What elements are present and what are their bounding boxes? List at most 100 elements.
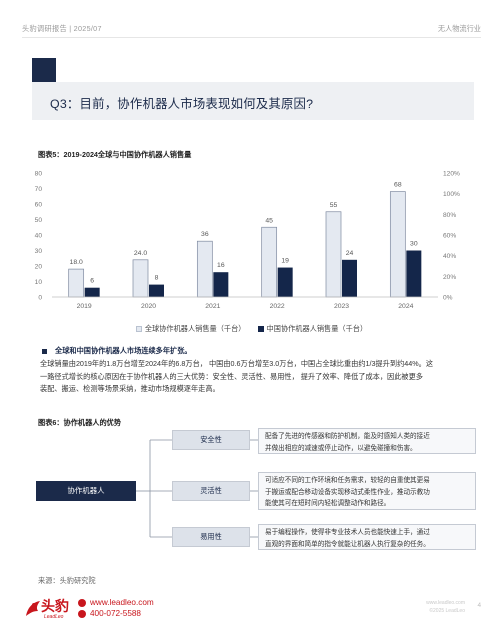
- brand-logo-subtext: LeadLeo: [44, 614, 64, 620]
- question-title: Q3：目前，协作机器人市场表现如何及其原因?: [50, 97, 314, 111]
- global-bar: [325, 211, 342, 298]
- summary-line: 一路径式增长的核心原因在于协作机器人的三大优势：安全性、灵活性、易用性， 提升了…: [40, 371, 423, 381]
- figure5-title: 图表5：2019-2024全球与中国协作机器人销售量: [38, 150, 192, 159]
- china-bar: [213, 272, 229, 297]
- footer-right-site: www.leadleo.com: [426, 600, 465, 606]
- x-tick-label: 2019: [77, 303, 92, 310]
- advantage-flexibility-desc: 可适应不同的工作环境和任务需求，较轻的自重使其更易 于搬运或配合移动设备实现移动…: [258, 472, 476, 510]
- global-bar-label: 36: [201, 231, 209, 238]
- global-bar: [68, 268, 85, 298]
- desc-line: 于搬运或配合移动设备实现移动式柔性作业，推动示教功: [265, 488, 430, 496]
- summary-line: 全球销量由2019年的1.8万台增至2024年的6.8万台， 中国由0.6万台增…: [40, 359, 434, 368]
- desc-line: 配备了先进的传感器和防护机制，能及时感知人类的接近: [265, 433, 430, 440]
- chart-legend: 全球协作机器人销售量（千台） 中国协作机器人销售量（千台）: [0, 324, 503, 334]
- advantage-usability-label: 易用性: [172, 527, 250, 547]
- sales-bar-chart: 0 10 20 30 40 50 60 70 80 0% 20% 40% 60% 80% 100% 120%…: [35, 171, 460, 311]
- advantage-safety-desc: 配备了先进的传感器和防护机制，能及时感知人类的接近 并做出相应的减速或停止动作，…: [258, 428, 476, 454]
- y-left-tick-label: 60: [35, 202, 43, 209]
- advantage-flexibility-label: 灵活性: [172, 481, 250, 501]
- summary-bullet: 全球和中国协作机器人市场连续多年扩张。: [42, 346, 192, 356]
- china-bar: [84, 287, 100, 297]
- summary-paragraph: 全球销量由2019年的1.8万台增至2024年的6.8万台， 中国由0.6万台增…: [40, 358, 476, 396]
- section-marker: [32, 58, 56, 82]
- china-bar-label: 19: [281, 258, 289, 265]
- y-axis-left: 0 10 20 30 40 50 60 70 80: [35, 171, 43, 302]
- report-header: 头豹调研报告 | 2025/07: [22, 24, 102, 33]
- phone-icon: [78, 609, 86, 618]
- bar-series: 18.0 6 24.0 8 36 16 45 19 55 24 68 30: [68, 182, 422, 298]
- y-left-tick-label: 40: [35, 233, 43, 240]
- global-bar-label: 18.0: [70, 259, 83, 266]
- y-left-tick-label: 30: [35, 248, 43, 255]
- question-banner: [32, 82, 474, 120]
- advantage-usability-desc: 易于编程操作，使得非专业技术人员也能快速上手，通过 直观的界面和简单的指令就能让…: [258, 524, 476, 550]
- cobot-main-box: 协作机器人: [36, 481, 136, 501]
- y-right-tick-label: 60%: [443, 233, 456, 240]
- brand-logo-text: 头豹: [41, 599, 69, 615]
- desc-line: 直观的界面和简单的指令就能让机器人执行复杂的任务。: [265, 540, 430, 548]
- desc-line: 并做出相应的减速或停止动作，以避免碰撞和伤害。: [265, 444, 417, 452]
- bullet-square-icon: [42, 348, 47, 354]
- y-right-tick-label: 80%: [443, 212, 456, 219]
- y-right-tick-label: 0%: [443, 295, 453, 302]
- china-bar-label: 24: [346, 250, 354, 257]
- y-axis-right: 0% 20% 40% 60% 80% 100% 120%: [443, 171, 460, 302]
- legend-china: 中国协作机器人销售量（千台）: [257, 324, 368, 334]
- footer-copyright: ©2025 LeadLeo: [429, 608, 465, 614]
- y-right-tick-label: 100%: [443, 191, 460, 198]
- x-tick-label: 2020: [141, 303, 156, 310]
- global-bar: [389, 191, 406, 298]
- global-bar: [132, 259, 149, 298]
- y-left-tick-label: 0: [38, 295, 42, 302]
- footer-phone[interactable]: 400-072-5588: [78, 609, 141, 618]
- leadleo-logo-icon: [26, 601, 40, 616]
- legend-label-china: 中国协作机器人销售量（千台）: [266, 324, 368, 333]
- y-right-tick-label: 120%: [443, 171, 460, 178]
- x-tick-label: 2024: [398, 303, 413, 310]
- y-right-tick-label: 20%: [443, 274, 456, 281]
- china-bar: [277, 267, 293, 297]
- summary-bullet-text: 全球和中国协作机器人市场连续多年扩张。: [55, 346, 192, 355]
- y-left-tick-label: 20: [35, 264, 43, 271]
- source-note: 来源：头豹研究院: [38, 576, 96, 585]
- china-bar: [342, 259, 357, 297]
- china-bar-label: 8: [155, 275, 159, 282]
- legend-global: 全球协作机器人销售量（千台）: [135, 324, 246, 334]
- china-bar-label: 6: [90, 278, 94, 285]
- legend-label-global: 全球协作机器人销售量（千台）: [144, 324, 246, 333]
- x-tick-label: 2022: [270, 303, 285, 310]
- china-bar-label: 30: [410, 241, 418, 248]
- y-left-tick-label: 70: [35, 186, 43, 193]
- desc-line: 可适应不同的工作环境和任务需求，较轻的自重使其更易: [265, 477, 430, 484]
- phone-text: 400-072-5588: [90, 609, 141, 618]
- advantage-safety-label: 安全性: [172, 430, 250, 450]
- y-left-tick-label: 50: [35, 217, 43, 224]
- x-axis: 2019 2020 2021 2022 2023 2024: [52, 296, 438, 310]
- header-divider: [22, 37, 481, 38]
- global-bar-label: 68: [394, 182, 402, 189]
- china-bar: [149, 284, 164, 297]
- summary-line: 装配、搬运、检测等场景采纳，推动市场规模逐年走高。: [40, 384, 220, 393]
- y-right-tick-label: 40%: [443, 253, 456, 260]
- website-text: www.leadleo.com: [90, 598, 154, 607]
- global-bar: [261, 226, 278, 298]
- global-bar-label: 24.0: [134, 250, 147, 257]
- globe-icon: [78, 598, 86, 607]
- china-bar-label: 16: [217, 262, 225, 269]
- global-bar-label: 55: [330, 202, 338, 209]
- x-tick-label: 2021: [205, 303, 220, 310]
- figure6-title: 图表6：协作机器人的优势: [38, 418, 122, 427]
- industry-label: 无人物流行业: [437, 24, 481, 33]
- legend-swatch-china: [257, 326, 264, 332]
- y-left-tick-label: 10: [35, 279, 43, 286]
- desc-line: 易于编程操作，使得非专业技术人员也能快速上手，通过: [265, 529, 430, 536]
- global-bar-label: 45: [265, 217, 273, 224]
- legend-swatch-global: [135, 326, 142, 332]
- footer-website[interactable]: www.leadleo.com: [78, 598, 154, 607]
- x-tick-label: 2023: [334, 303, 349, 310]
- global-bar: [196, 240, 213, 298]
- y-left-tick-label: 80: [35, 171, 43, 178]
- china-bar: [406, 250, 422, 297]
- desc-line: 能使其可在短时间内轻松调整动作和路径。: [265, 500, 391, 507]
- page-number: 4: [477, 602, 481, 609]
